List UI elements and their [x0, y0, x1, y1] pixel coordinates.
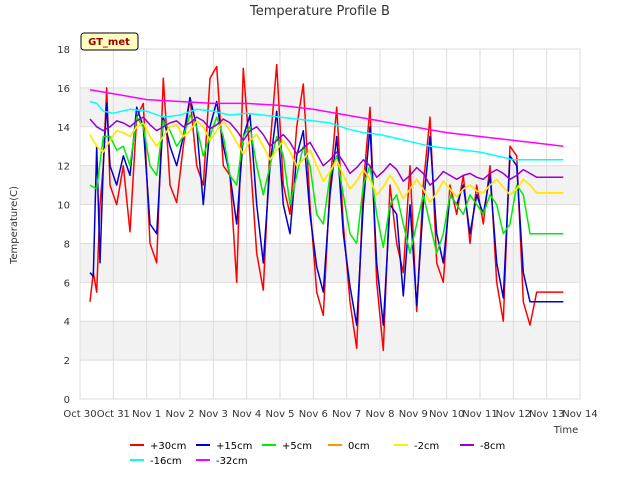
- x-tick-label: Nov 14: [562, 409, 597, 420]
- y-tick-label: 10: [57, 201, 70, 212]
- y-tick-label: 6: [64, 278, 70, 289]
- series-line-15cm: [89, 96, 564, 326]
- y-axis-ticks: 0 2 4 6 8 10 12 14 16 18: [57, 45, 70, 406]
- x-tick-label: Nov 6: [299, 409, 328, 420]
- y-tick-label: 0: [64, 395, 70, 406]
- y-tick-label: 18: [57, 45, 70, 56]
- x-tick-label: Nov 5: [265, 409, 294, 420]
- x-tick-label: Nov 13: [529, 409, 564, 420]
- legend-label: -2cm: [414, 441, 439, 452]
- x-tick-label: Nov 3: [199, 409, 228, 420]
- x-axis-label: Time: [553, 425, 578, 436]
- chart-title: Temperature Profile B: [249, 4, 390, 19]
- series-line-2cm: [89, 120, 564, 204]
- x-tick-label: Nov 8: [365, 409, 394, 420]
- x-tick-label: Oct 31: [97, 409, 130, 420]
- x-tick-label: Nov 2: [165, 409, 194, 420]
- x-tick-label: Nov 4: [232, 409, 261, 420]
- badge-label: GT_met: [88, 37, 130, 48]
- legend-label: -16cm: [150, 456, 182, 467]
- legend-label: 0cm: [348, 441, 370, 452]
- series-line-8cm: [89, 116, 564, 186]
- x-axis-ticks: Oct 30 Oct 31 Nov 1 Nov 2 Nov 3 Nov 4 Nov 5 Nov…: [63, 409, 597, 420]
- x-tick-label: Oct 30: [63, 409, 96, 420]
- legend-label: -32cm: [216, 456, 248, 467]
- x-tick-label: Nov 11: [462, 409, 497, 420]
- badge-box: [80, 32, 139, 51]
- series-line-16cm: [89, 100, 564, 161]
- x-tick-label: Nov 1: [132, 409, 161, 420]
- plot-area-frame: [79, 48, 581, 400]
- plot-band: [80, 321, 580, 361]
- y-tick-label: 2: [64, 356, 70, 367]
- badge: GT_met: [80, 32, 139, 51]
- y-tick-label: 12: [57, 162, 70, 173]
- x-tick-label: Nov 10: [429, 409, 464, 420]
- y-tick-label: 14: [57, 123, 70, 134]
- y-tick-label: 8: [64, 239, 70, 250]
- legend-label: -8cm: [480, 441, 505, 452]
- legend-label: +30cm: [150, 441, 186, 452]
- y-axis-label: Temperature(C): [9, 186, 20, 265]
- x-tick-label: Nov 7: [332, 409, 361, 420]
- legend-label: +5cm: [282, 441, 312, 452]
- series-lines: [89, 63, 564, 352]
- y-tick-label: 16: [57, 84, 70, 95]
- x-tick-label: Nov 12: [496, 409, 531, 420]
- legend-label: +15cm: [216, 441, 252, 452]
- plot-band: [80, 87, 580, 127]
- x-tick-label: Nov 9: [399, 409, 428, 420]
- series-line-32cm: [89, 89, 564, 147]
- legend: +30cm +15cm +5cm 0cm -2cm -8cm -16cm -32cm: [130, 441, 505, 467]
- y-tick-label: 4: [64, 317, 70, 328]
